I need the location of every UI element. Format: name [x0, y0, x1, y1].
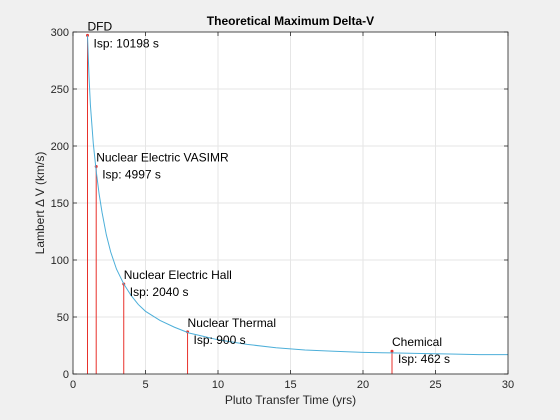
- marker-isp-label: Isp: 4997 s: [102, 168, 161, 182]
- marker-name-label: DFD: [88, 19, 113, 33]
- x-tick-label: 10: [212, 379, 224, 391]
- marker-stems: [86, 33, 394, 374]
- marker-isp-label: Isp: 462 s: [398, 352, 450, 366]
- marker-isp-label: Isp: 900 s: [194, 333, 246, 347]
- marker-isp-label: Isp: 2040 s: [130, 285, 189, 299]
- x-tick-label: 25: [429, 379, 441, 391]
- y-tick-label: 50: [57, 312, 69, 324]
- y-axis-label: Lambert Δ V (km/s): [33, 152, 47, 255]
- annotations: DFD Isp: 10198 s Nuclear Electric VASIMR Is…: [88, 19, 451, 366]
- x-tick-label: 15: [284, 379, 296, 391]
- y-tick-label: 0: [63, 369, 69, 381]
- x-tick-label: 0: [70, 379, 76, 391]
- chart-title: Theoretical Maximum Delta-V: [207, 14, 374, 28]
- marker-name-label: Nuclear Electric VASIMR: [96, 151, 229, 165]
- y-tick-label: 300: [51, 27, 69, 39]
- y-tick-label: 250: [51, 84, 69, 96]
- x-axis-label: Pluto Transfer Time (yrs): [225, 393, 356, 407]
- y-tick-label: 200: [51, 141, 69, 153]
- y-tick-label: 100: [51, 255, 69, 267]
- marker-isp-label: Isp: 10198 s: [94, 36, 159, 50]
- y-ticks: 0 50 100 150 200 250 300: [51, 27, 508, 381]
- marker-name-label: Nuclear Thermal: [188, 316, 276, 330]
- x-tick-label: 5: [142, 379, 148, 391]
- delta-v-curve: [87, 35, 508, 356]
- x-tick-label: 30: [502, 379, 514, 391]
- marker-name-label: Nuclear Electric Hall: [124, 268, 232, 282]
- x-tick-label: 20: [357, 379, 369, 391]
- marker-name-label: Chemical: [392, 335, 442, 349]
- y-tick-label: 150: [51, 198, 69, 210]
- x-ticks: 0 5 10 15 20 25 30: [70, 32, 514, 391]
- marker-point: [390, 349, 394, 353]
